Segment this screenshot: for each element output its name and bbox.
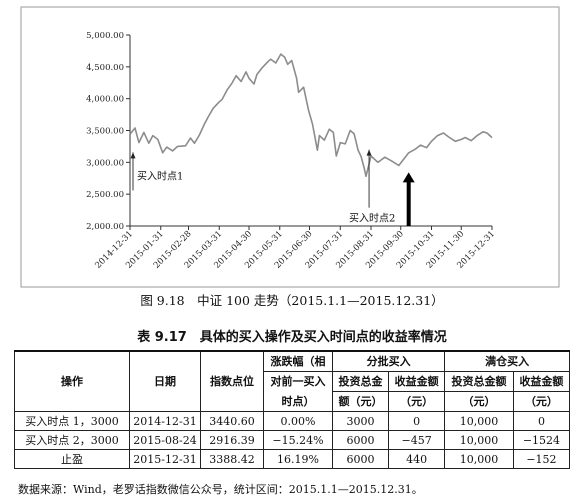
cell-index: 3388.42: [200, 449, 264, 469]
cell-batch-return: 440: [388, 449, 446, 469]
table-row: 买入时点 2，3000 2015-08-24 2916.39 −15.24% 6…: [14, 430, 571, 450]
cell-full-invest: 10,000: [444, 411, 514, 431]
table-header-row: 对前一买入 投资总金 收益金额 投资总金额 收益金额: [15, 371, 571, 392]
header-change-line1: 涨跌幅（相: [263, 350, 333, 372]
header-full-return-line2: （元）: [512, 391, 571, 412]
y-tick-label: 3,500.00: [86, 127, 124, 137]
y-tick-label: 4,500.00: [86, 63, 124, 73]
table-header-row: 时点） 额（元） （元） （元） （元）: [15, 391, 571, 412]
cell-batch-invest: 3000: [331, 411, 390, 431]
y-tick-label: 2,500.00: [86, 190, 124, 200]
y-tick-label: 4,000.00: [86, 95, 124, 105]
cell-date: 2015-08-24: [129, 430, 201, 450]
header-batch-return-line1: 收益金额: [388, 371, 446, 392]
header-op: 操作: [14, 350, 130, 412]
table-title: 表 9.17 具体的买入操作及买入时间点的收益率情况: [137, 330, 447, 345]
header-batch-buy: 分批买入: [331, 350, 446, 372]
chart-border: [20, 6, 560, 288]
header-full-invest-line1: 投资总金额: [444, 371, 514, 392]
header-batch-invest-line1: 投资总金: [331, 371, 390, 392]
cell-batch-return: 0: [388, 411, 446, 431]
cell-full-return: 0: [512, 411, 571, 431]
figure-caption: 图 9.18 中证 100 走势（2015.1.1—2015.12.31）: [140, 293, 444, 308]
index-line-chart: 2,000.00 2,500.00 3,000.00 3,500.00 4,000.00…: [20, 6, 560, 288]
returns-table: 操作 日期 指数点位 涨跌幅（相 分批买入 满仓买入 对前一买入 投资总金 收益…: [14, 350, 571, 469]
cell-full-invest: 10,000: [444, 449, 514, 469]
y-tick-label: 2,000.00: [86, 222, 124, 232]
header-batch-invest-line2: 额（元）: [331, 391, 390, 412]
cell-batch-invest: 6000: [331, 430, 390, 450]
y-tick-label: 3,000.00: [86, 158, 124, 168]
cell-change: 16.19%: [263, 449, 333, 469]
cell-op: 买入时点 1，3000: [14, 411, 130, 431]
header-change-line3: 时点）: [263, 391, 333, 412]
cell-full-return: −152: [512, 449, 571, 469]
index-chart: 2,000.00 2,500.00 3,000.00 3,500.00 4,000.00…: [20, 6, 560, 288]
buy-point-1-arrowhead: [130, 152, 136, 159]
header-date: 日期: [129, 350, 201, 412]
header-index: 指数点位: [200, 350, 264, 412]
cell-op: 买入时点 2，3000: [14, 430, 130, 450]
cell-index: 3440.60: [200, 411, 264, 431]
buy-point-2-arrowhead: [366, 149, 372, 156]
data-source-note: 数据来源：Wind，老罗话指数微信公众号，统计区间：2015.1.1—2015.…: [18, 483, 423, 496]
buy-point-2-label: 买入时点2: [349, 213, 395, 225]
cell-full-return: −1524: [512, 430, 571, 450]
header-full-buy: 满仓买入: [444, 350, 570, 372]
table-row: 买入时点 1，3000 2014-12-31 3440.60 0.00% 300…: [14, 411, 571, 431]
header-change-line2: 对前一买入: [263, 371, 333, 392]
index-series-line: [129, 53, 493, 178]
header-full-return-line1: 收益金额: [512, 371, 571, 392]
y-tick-label: 5,000.00: [86, 31, 124, 41]
cell-batch-return: −457: [388, 430, 446, 450]
buy-point-1-label: 买入时点1: [137, 170, 183, 182]
cell-date: 2015-12-31: [129, 449, 201, 469]
cell-change: 0.00%: [263, 411, 333, 431]
table-row: 止盈 2015-12-31 3388.42 16.19% 6000 440 10…: [14, 449, 571, 469]
bold-arrowhead: [402, 172, 415, 183]
cell-date: 2014-12-31: [129, 411, 201, 431]
cell-full-invest: 10,000: [444, 430, 514, 450]
cell-op: 止盈: [14, 449, 130, 469]
cell-batch-invest: 6000: [331, 449, 390, 469]
cell-index: 2916.39: [200, 430, 264, 450]
header-full-invest-line2: （元）: [444, 391, 514, 412]
cell-change: −15.24%: [263, 430, 333, 450]
header-batch-return-line2: （元）: [388, 391, 446, 412]
table-header-row: 操作 日期 指数点位 涨跌幅（相 分批买入 满仓买入: [14, 350, 570, 412]
